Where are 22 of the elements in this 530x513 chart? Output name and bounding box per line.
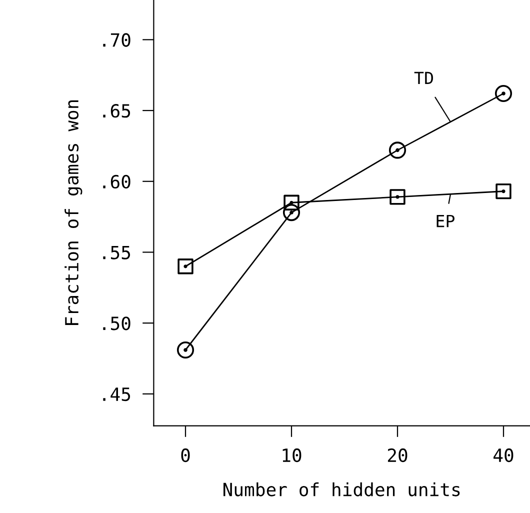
point [284, 194, 300, 210]
y-tick-label: .65 [103, 104, 130, 118]
x-axis-title: Number of hidden units [224, 482, 460, 496]
point [388, 142, 406, 159]
y-tick-label: .70 [103, 33, 130, 47]
x-tick-label: 0 [181, 448, 190, 462]
y-tick-label: .45 [103, 388, 130, 402]
text: TD [414, 72, 433, 84]
y-axis-title: Fraction of games won [64, 100, 82, 325]
point [176, 341, 194, 359]
x-tick-label: 20 [388, 448, 408, 462]
point [178, 258, 194, 274]
y-tick-label: .60 [103, 174, 130, 189]
x-tick-label: 40 [494, 448, 514, 462]
y-tick-label: .50 [103, 316, 130, 330]
point [390, 189, 406, 205]
x-tick-label: 10 [282, 448, 302, 462]
legend-label: EP [436, 214, 454, 228]
y-tick-label: .55 [103, 246, 130, 260]
point [494, 84, 512, 102]
point [282, 204, 300, 222]
point [496, 183, 512, 200]
